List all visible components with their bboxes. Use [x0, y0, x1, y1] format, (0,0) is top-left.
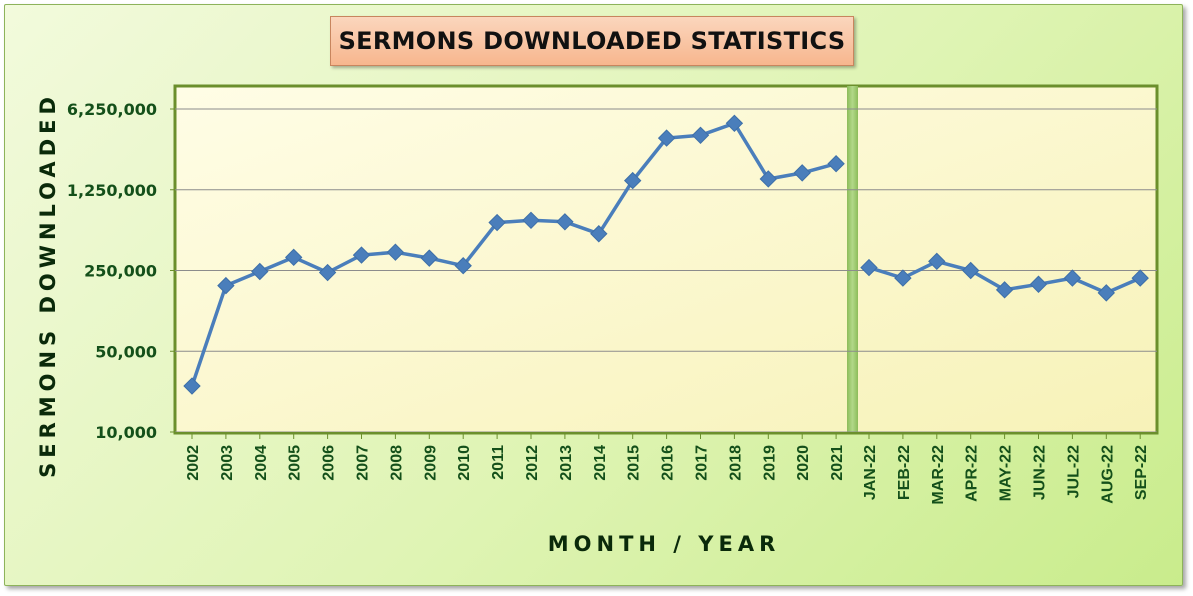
data-point-2017: [691, 126, 710, 145]
data-point-2020: [793, 164, 811, 182]
data-point-feb-22: [894, 269, 912, 287]
data-point-2015: [623, 171, 642, 190]
y-tick-label: 50,000: [95, 342, 157, 361]
x-tick-label: 2021: [829, 445, 846, 481]
data-point-may-22: [995, 281, 1014, 299]
data-point-2019: [759, 170, 778, 188]
x-axis-title: MONTH / YEAR: [548, 532, 781, 556]
y-tick-label: 6,250,000: [67, 100, 157, 119]
x-tick-label: 2007: [355, 445, 372, 481]
x-tick-label: 2017: [694, 445, 711, 481]
x-tick-label: APR-22: [964, 445, 981, 502]
data-point-2016: [657, 129, 676, 147]
data-point-sep-22: [1131, 269, 1149, 287]
x-tick-label: 2005: [287, 445, 304, 481]
data-point-2005: [284, 248, 303, 267]
x-tick-label: 2009: [422, 445, 439, 481]
x-tick-label: 2011: [490, 445, 507, 480]
chart-title: SERMONS DOWNLOADED STATISTICS: [330, 16, 854, 66]
x-tick-label: 2004: [253, 445, 270, 481]
data-point-2013: [556, 213, 574, 231]
x-tick-label: JUL-22: [1065, 445, 1082, 498]
x-tick-label: 2013: [558, 445, 575, 481]
x-tick-label: 2018: [727, 445, 744, 481]
data-point-2012: [522, 211, 540, 230]
x-tick-label: 2019: [761, 445, 778, 481]
x-tick-label: 2010: [456, 445, 473, 481]
data-point-jan-22: [860, 258, 878, 277]
data-point-aug-22: [1097, 284, 1116, 302]
data-point-apr-22: [961, 261, 980, 280]
x-tick-label: FEB-22: [896, 445, 913, 500]
data-point-jun-22: [1029, 275, 1048, 293]
x-tick-label: 2020: [795, 445, 812, 481]
data-point-2009: [420, 249, 439, 267]
x-tick-label: 2016: [660, 445, 677, 481]
y-tick-label: 10,000: [95, 423, 157, 442]
y-tick-label: 1,250,000: [67, 181, 157, 200]
x-tick-label: 2002: [185, 445, 202, 481]
data-point-2011: [488, 213, 506, 232]
data-point-jul-22: [1063, 269, 1082, 287]
x-tick-label: MAY-22: [998, 445, 1015, 501]
x-tick-label: AUG-22: [1099, 445, 1116, 504]
data-point-2004: [251, 262, 269, 281]
data-point-2021: [827, 155, 845, 173]
panel-separator: [847, 86, 858, 433]
data-point-2003: [217, 276, 235, 295]
data-point-2002: [183, 377, 201, 395]
x-tick-label: JUN-22: [1032, 445, 1049, 500]
data-point-2008: [386, 243, 405, 261]
data-point-2014: [590, 225, 608, 243]
x-tick-label: SEP-22: [1133, 445, 1150, 500]
x-tick-label: 2012: [524, 445, 541, 481]
data-point-2018: [725, 114, 744, 133]
x-tick-label: 2014: [592, 445, 609, 481]
x-tick-label: 2003: [219, 445, 236, 481]
data-point-2006: [318, 263, 337, 282]
data-point-2010: [454, 257, 472, 275]
x-tick-label: 2006: [321, 445, 338, 481]
y-tick-label: 250,000: [84, 262, 157, 281]
y-axis-title: SERMONS DOWNLOADED: [36, 92, 60, 478]
x-tick-label: MAR-22: [930, 445, 947, 505]
data-point-2007: [352, 246, 371, 264]
data-point-mar-22: [928, 252, 946, 271]
x-tick-label: JAN-22: [862, 445, 879, 500]
x-tick-label: 2008: [388, 445, 405, 481]
x-tick-label: 2015: [626, 445, 643, 481]
